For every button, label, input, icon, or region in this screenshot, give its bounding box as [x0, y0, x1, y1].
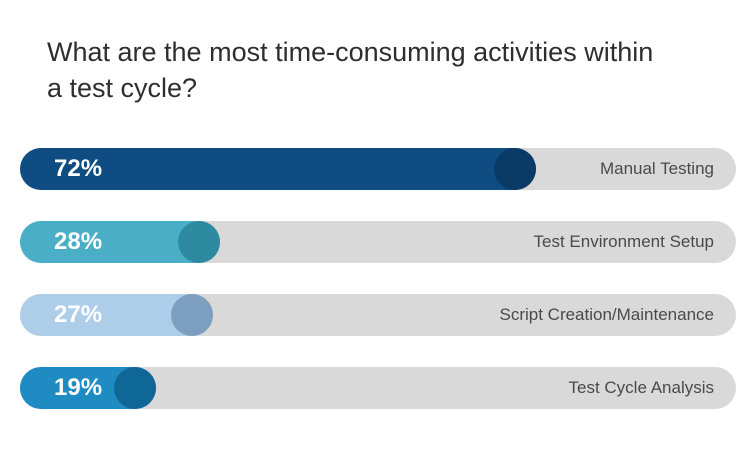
bar-row: 27% Script Creation/Maintenance — [20, 294, 736, 336]
value-label: 72% — [54, 155, 103, 182]
value-label: 27% — [54, 301, 103, 328]
bar-end-knob — [171, 294, 213, 336]
bar-end-knob — [114, 367, 156, 409]
value-label: 19% — [54, 374, 103, 401]
category-label: Script Creation/Maintenance — [499, 305, 714, 324]
bar-fill — [20, 148, 536, 190]
category-label: Test Cycle Analysis — [568, 378, 715, 397]
bar-chart: 72% Manual Testing 28% Test Environment … — [20, 148, 736, 440]
value-label: 28% — [54, 228, 103, 255]
bar-end-knob — [178, 221, 220, 263]
bar-row: 72% Manual Testing — [20, 148, 736, 190]
chart-title: What are the most time-consuming activit… — [47, 37, 654, 103]
bar-row: 28% Test Environment Setup — [20, 221, 736, 263]
category-label: Manual Testing — [599, 159, 714, 178]
bar-end-knob — [494, 148, 536, 190]
category-label: Test Environment Setup — [533, 232, 714, 251]
bar-row: 19% Test Cycle Analysis — [20, 367, 736, 409]
